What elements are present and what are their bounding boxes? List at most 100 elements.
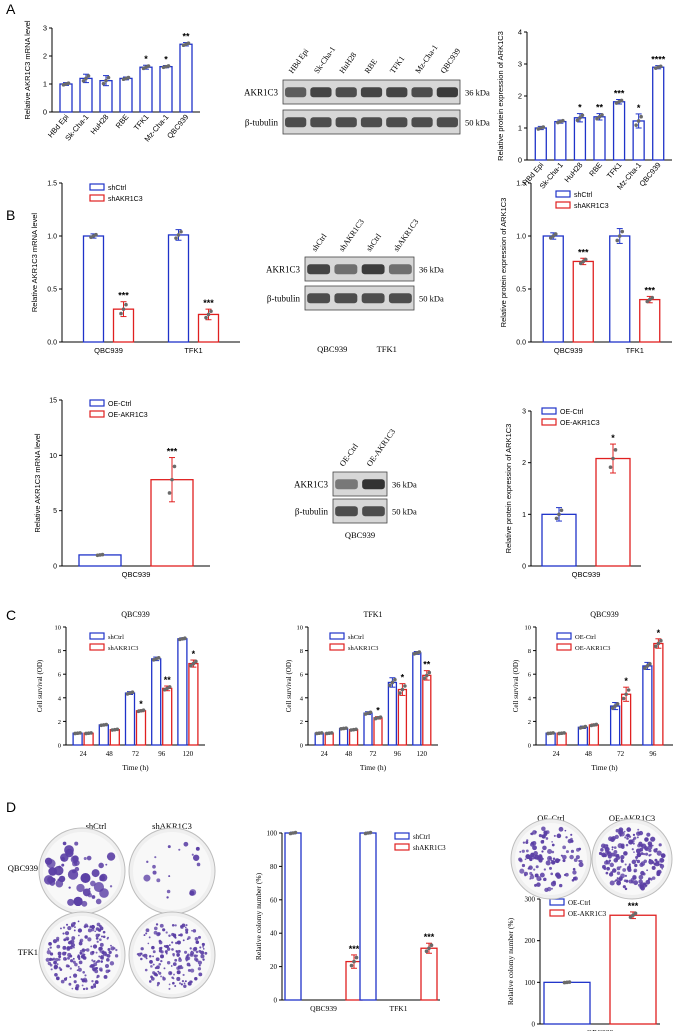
x-tick-label: 120 xyxy=(417,750,428,758)
colony xyxy=(79,951,83,955)
colony xyxy=(100,960,103,963)
y-tick-label: 0 xyxy=(532,1021,536,1029)
data-point xyxy=(66,81,71,85)
colony xyxy=(600,848,604,852)
y-tick-label: 2 xyxy=(58,719,61,726)
colony xyxy=(70,939,75,944)
data-point xyxy=(354,955,359,960)
colony xyxy=(60,857,64,861)
colony xyxy=(74,962,78,967)
data-point xyxy=(293,830,298,835)
colony xyxy=(645,852,649,856)
data-point xyxy=(146,64,151,68)
y-tick-label: 1.0 xyxy=(47,234,57,241)
colony xyxy=(65,964,70,968)
colony xyxy=(151,945,155,950)
data-point xyxy=(634,123,638,127)
colony xyxy=(539,878,542,881)
colony xyxy=(72,960,76,964)
colony xyxy=(651,844,654,847)
colony xyxy=(615,855,621,861)
y-tick-label: 6 xyxy=(528,672,532,679)
colony xyxy=(193,946,198,951)
bar xyxy=(595,457,631,567)
colony xyxy=(564,872,569,877)
data-point xyxy=(659,638,663,643)
colony xyxy=(606,860,611,865)
colony xyxy=(190,950,193,953)
data-point xyxy=(562,731,566,735)
y-tick-label: 0 xyxy=(53,564,57,571)
colony xyxy=(656,860,660,865)
colony xyxy=(107,969,111,973)
colony xyxy=(58,955,62,959)
legend-label: shAKR1C3 xyxy=(108,645,138,652)
bar xyxy=(412,652,422,746)
colony xyxy=(65,923,69,926)
blot-band xyxy=(307,264,331,275)
chart-B2: 0.0 0.5 1.0 1.5 Relative protein expression … xyxy=(499,181,672,355)
colony xyxy=(95,933,100,938)
x-tick-label: TFK1 xyxy=(390,1004,408,1013)
data-point xyxy=(427,670,432,675)
colony-column-label: OE-AKR1C3 xyxy=(609,813,655,823)
x-tick-label: HuH28 xyxy=(563,161,585,185)
colony xyxy=(199,946,202,949)
significance-mark: * xyxy=(657,628,661,638)
colony xyxy=(624,874,628,877)
bar xyxy=(639,298,661,343)
bar xyxy=(593,116,606,161)
bar xyxy=(348,729,359,746)
colony xyxy=(136,953,139,956)
colony xyxy=(541,850,544,853)
panel-label: A xyxy=(6,1,16,17)
significance-mark: *** xyxy=(203,298,214,308)
lane-label: shAKR1C3 xyxy=(337,217,366,253)
colony xyxy=(84,875,87,879)
data-point xyxy=(636,119,641,123)
legend-label: OE-AKR1C3 xyxy=(568,910,607,918)
colony xyxy=(607,854,612,859)
y-tick-label: 2 xyxy=(300,719,303,726)
y-tick-label: 4 xyxy=(300,695,304,702)
blot-band xyxy=(360,117,383,128)
colony xyxy=(71,945,74,947)
colony xyxy=(545,860,551,866)
bar xyxy=(577,726,589,746)
data-point xyxy=(352,959,356,964)
x-tick-label: QBC939 xyxy=(94,346,123,355)
colony xyxy=(187,968,191,972)
x-tick-label: RBE xyxy=(587,161,604,179)
colony xyxy=(94,969,99,974)
data-point xyxy=(176,233,181,237)
colony xyxy=(77,965,80,968)
plate-surface xyxy=(596,823,668,895)
colony xyxy=(635,855,639,859)
y-tick-label: 0.5 xyxy=(516,287,526,294)
colony xyxy=(556,833,562,839)
colony xyxy=(648,877,651,880)
colony xyxy=(537,855,543,861)
colony xyxy=(633,851,635,853)
colony xyxy=(531,873,534,876)
colony xyxy=(101,935,103,938)
colony xyxy=(536,882,541,887)
colony xyxy=(178,982,182,985)
colony xyxy=(197,967,202,971)
colony xyxy=(616,866,621,871)
colony xyxy=(102,935,106,939)
colony xyxy=(150,975,153,979)
data-point xyxy=(551,731,555,735)
colony xyxy=(642,852,646,856)
colony xyxy=(611,868,617,873)
colony xyxy=(102,930,106,934)
data-point xyxy=(600,113,604,117)
bar xyxy=(179,43,193,113)
legend-swatch xyxy=(89,399,105,407)
colony xyxy=(637,843,641,848)
data-point xyxy=(172,464,177,469)
colony xyxy=(74,926,76,929)
colony xyxy=(143,874,151,882)
x-tick-label: QBC939 xyxy=(122,570,151,579)
